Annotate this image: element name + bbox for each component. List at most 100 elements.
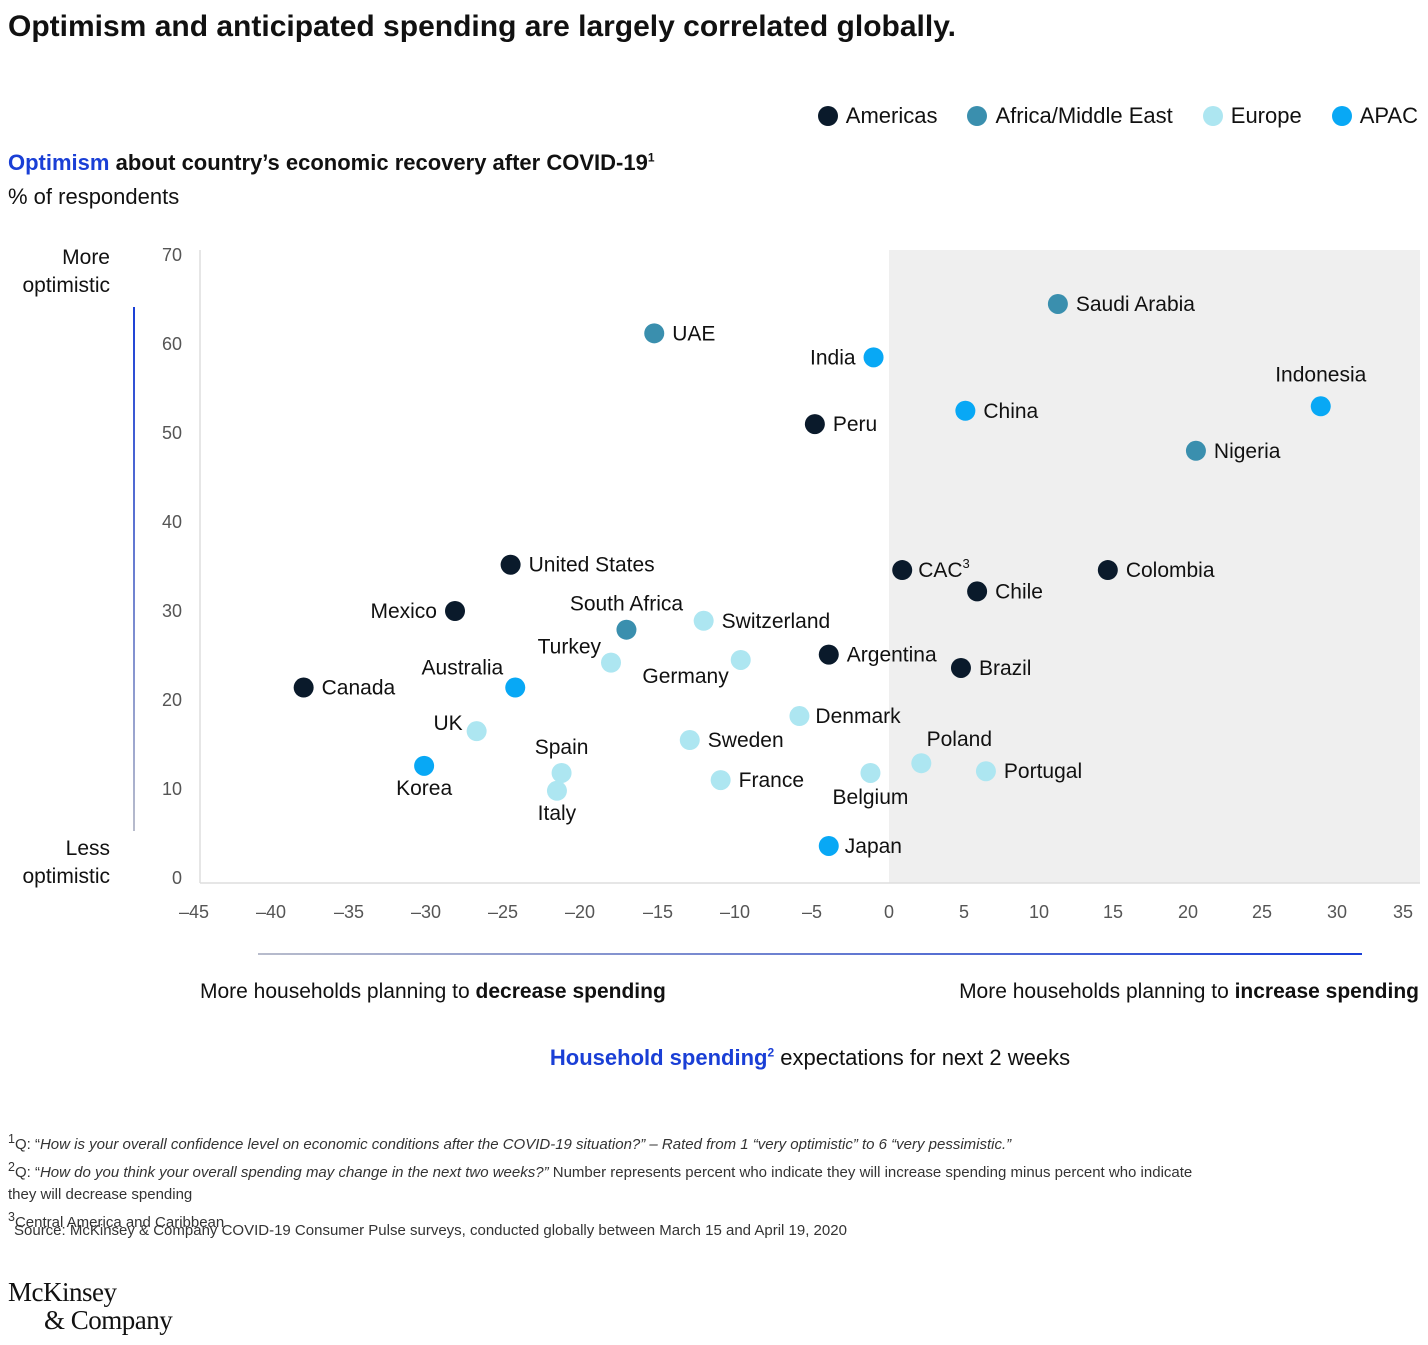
data-point-belgium: [860, 762, 881, 783]
data-point-denmark: [789, 706, 810, 727]
footnote-marker: 3: [8, 1210, 15, 1224]
data-label: Japan: [845, 835, 902, 858]
footnotes: 1Q: “How is your overall confidence leve…: [8, 1128, 1208, 1234]
legend-swatch: [1331, 106, 1352, 126]
data-point-canada: [293, 677, 314, 698]
legend-item-africa-middle-east: Africa/Middle East: [967, 103, 1173, 129]
logo-line-1: McKinsey: [8, 1277, 117, 1307]
x-axis-title-rest: expectations for next 2 weeks: [774, 1045, 1071, 1070]
legend-swatch: [1202, 106, 1223, 126]
y-end-top-line1: More: [62, 246, 110, 269]
x-tick-label: 25: [1251, 902, 1273, 922]
footnote-marker: 1: [647, 150, 655, 165]
data-label: Italy: [538, 802, 577, 825]
legend-swatch: [967, 106, 988, 126]
x-side-left-prefix: More households planning to: [200, 980, 476, 1003]
data-point-colombia: [1097, 560, 1118, 581]
x-tick-label: –20: [564, 902, 596, 922]
y-end-label-bottom: Less optimistic: [10, 835, 110, 891]
data-label: United States: [529, 554, 655, 577]
legend-swatch: [817, 106, 838, 126]
data-label: CAC3: [918, 556, 970, 582]
data-label: Sweden: [708, 729, 784, 752]
data-point-india: [863, 347, 884, 368]
data-point-chile: [967, 581, 988, 602]
footnote-question: How is your overall confidence level on …: [39, 1136, 1012, 1153]
data-label: Korea: [396, 777, 452, 800]
legend-label: Americas: [845, 103, 938, 128]
footnote-marker: 2: [8, 1160, 15, 1174]
x-side-left-bold: decrease spending: [475, 980, 666, 1003]
data-label: Turkey: [538, 636, 602, 659]
data-point-argentina: [818, 644, 839, 665]
data-point-brazil: [950, 657, 971, 678]
footnote-3: 3Central America and Caribbean: [8, 1206, 1208, 1234]
legend-item-americas: Americas: [817, 103, 938, 129]
y-axis-units: % of respondents: [8, 184, 180, 209]
data-label: Spain: [535, 736, 589, 759]
x-tick-label: 0: [883, 902, 894, 922]
data-label: France: [739, 769, 804, 792]
data-label: Nigeria: [1214, 440, 1281, 463]
data-point-peru: [804, 414, 825, 435]
data-point-australia: [505, 677, 526, 698]
y-end-bottom-line1: Less: [65, 837, 110, 860]
legend-label: APAC: [1359, 103, 1418, 128]
x-tick-label: –30: [410, 902, 442, 922]
data-point-united-states: [500, 554, 521, 575]
data-point-uae: [644, 323, 665, 344]
footnote-text: Central America and Caribbean: [14, 1214, 225, 1231]
footnote-text: Q: “: [14, 1136, 40, 1153]
x-tick-label: –5: [801, 902, 823, 922]
legend-label: Europe: [1230, 103, 1302, 128]
footnote-marker: 3: [963, 556, 970, 571]
shaded-region: [889, 250, 1420, 883]
data-point-sweden: [679, 730, 700, 751]
x-tick-label: –45: [178, 902, 210, 922]
data-point-indonesia: [1310, 396, 1331, 417]
data-label: India: [810, 346, 856, 369]
data-label: Saudi Arabia: [1076, 293, 1195, 316]
data-label: Argentina: [847, 644, 937, 667]
data-point-saudi-arabia: [1047, 293, 1068, 314]
data-label: Chile: [995, 580, 1043, 603]
mckinsey-logo: McKinsey & Company: [8, 1277, 173, 1334]
source-note: Source: McKinsey & Company COVID-19 Cons…: [14, 1222, 847, 1239]
y-end-label-top: More optimistic: [10, 244, 110, 300]
x-tick-label: –25: [487, 902, 519, 922]
data-point-france: [710, 770, 731, 791]
data-label: Germany: [642, 665, 729, 688]
data-point-poland: [911, 753, 932, 774]
data-point-italy: [546, 780, 567, 801]
y-tick-label: 60: [161, 334, 182, 354]
y-tick-label: 70: [161, 245, 182, 265]
data-label: Canada: [322, 677, 396, 700]
data-label: Brazil: [979, 657, 1032, 680]
x-tick-label: –15: [642, 902, 674, 922]
y-axis-title: Optimism about country’s economic recove…: [8, 150, 655, 176]
data-label: UAE: [672, 322, 715, 345]
footnote-text: Number represents percent who indicate t…: [8, 1164, 1193, 1203]
x-axis-title-highlight: Household spending: [549, 1045, 768, 1070]
data-point-portugal: [975, 761, 996, 782]
data-point-uk: [466, 721, 487, 742]
y-tick-label: 30: [161, 601, 182, 621]
y-tick-label: 10: [161, 779, 182, 799]
y-axis-title-rest: about country’s economic recovery after …: [109, 150, 648, 175]
data-point-switzerland: [693, 610, 714, 631]
x-tick-label: 15: [1102, 902, 1124, 922]
data-point-turkey: [601, 652, 621, 673]
data-point-japan: [818, 835, 839, 856]
chart-title: Optimism and anticipated spending are la…: [8, 10, 957, 43]
x-axis-title: Household spending2 expectations for nex…: [0, 1045, 1428, 1071]
data-point-cac: [892, 560, 913, 581]
y-tick-label: 20: [161, 690, 182, 710]
data-label: Mexico: [370, 600, 437, 623]
y-end-bottom-line2: optimistic: [22, 865, 110, 888]
y-tick-label: 40: [161, 512, 182, 532]
data-label: Belgium: [833, 786, 909, 809]
footnote-1: 1Q: “How is your overall confidence leve…: [8, 1128, 1208, 1156]
x-tick-label: 30: [1326, 902, 1348, 922]
data-point-nigeria: [1185, 440, 1206, 461]
data-label: Indonesia: [1275, 363, 1366, 386]
